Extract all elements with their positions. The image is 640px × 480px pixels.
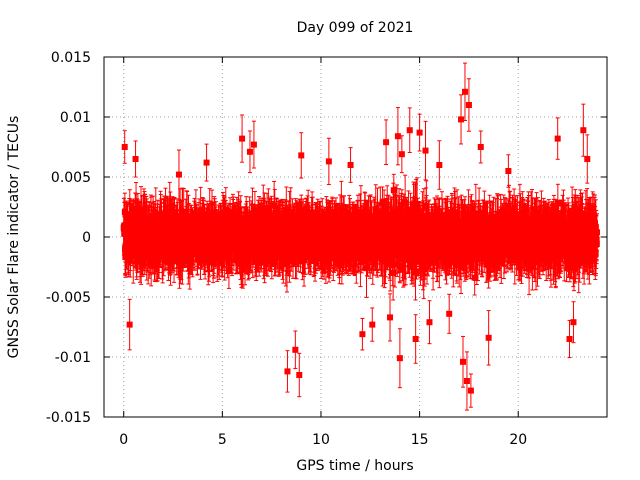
- data-point: [280, 260, 287, 267]
- chart-title: Day 099 of 2021: [297, 20, 414, 36]
- data-layer: [120, 62, 600, 411]
- data-point: [160, 253, 167, 260]
- data-point: [143, 216, 150, 223]
- data-point: [137, 206, 144, 213]
- data-point: [271, 202, 278, 209]
- data-point: [121, 209, 128, 216]
